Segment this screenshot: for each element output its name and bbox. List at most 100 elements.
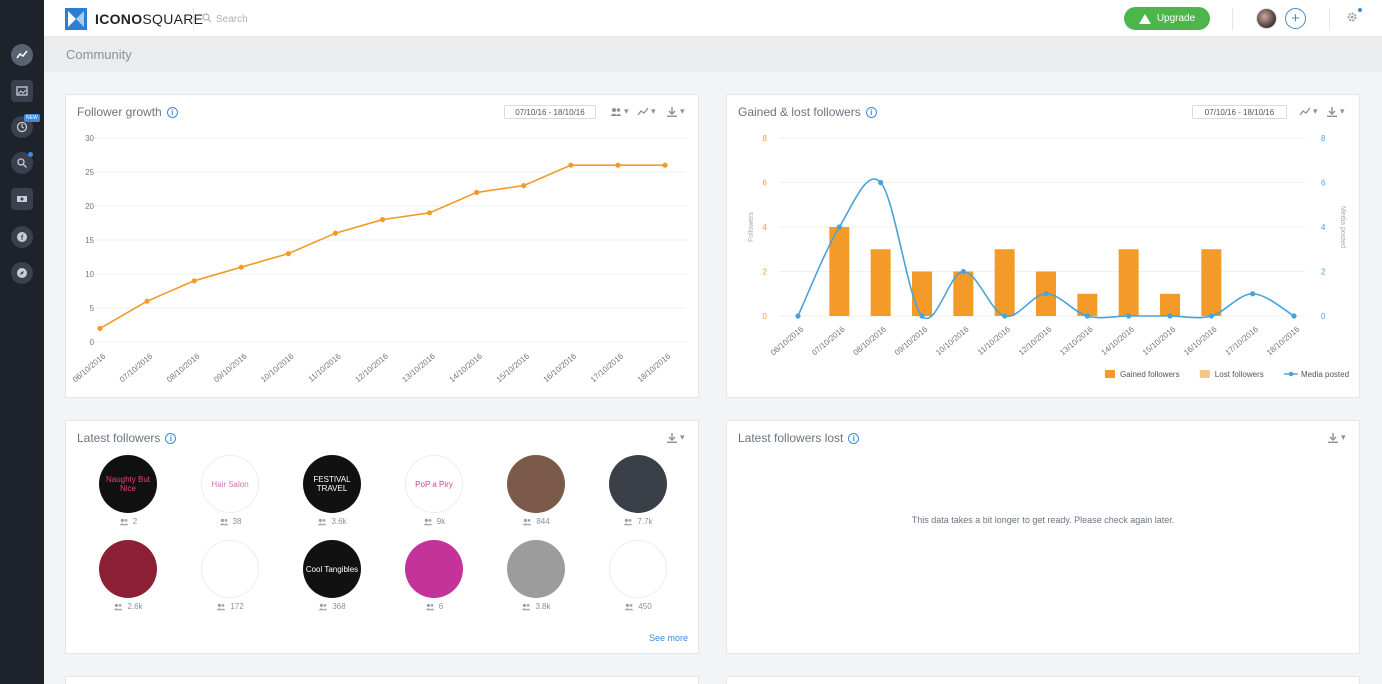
follower-avatar[interactable]: FESTIVAL TRAVEL — [303, 455, 361, 513]
media-posted-line — [797, 178, 1295, 320]
bar — [912, 271, 932, 316]
data-point — [1043, 291, 1049, 297]
follower-count: 844 — [496, 517, 576, 526]
x-tick-label: 08/10/2016 — [851, 324, 888, 357]
follower-item[interactable]: Naughty But Nice 2 — [88, 455, 168, 526]
date-range-picker[interactable]: 07/10/16 - 18/10/16 — [504, 105, 596, 119]
download-dropdown[interactable]: ▾ — [666, 432, 685, 443]
follower-item[interactable]: 2.6k — [88, 540, 168, 611]
x-tick-label: 09/10/2016 — [893, 324, 930, 357]
chart-type-dropdown[interactable]: ▾ — [1299, 106, 1318, 117]
nav-media-icon[interactable] — [11, 80, 33, 102]
gear-icon[interactable] — [1346, 11, 1358, 23]
users-icon — [423, 518, 433, 525]
follower-item[interactable]: Hair Salon 38 — [190, 455, 270, 526]
follower-item[interactable]: 6 — [394, 540, 474, 611]
download-icon — [667, 106, 677, 117]
avatar[interactable] — [1256, 8, 1277, 29]
follower-avatar[interactable] — [507, 455, 565, 513]
follower-item[interactable]: FESTIVAL TRAVEL 3.6k — [292, 455, 372, 526]
y-tick-label: 30 — [85, 134, 94, 143]
nav-explore-icon[interactable] — [11, 262, 33, 284]
upgrade-label: Upgrade — [1156, 13, 1196, 24]
see-more-link[interactable]: See more — [648, 633, 688, 643]
follower-count: 368 — [292, 602, 372, 611]
chart-type-dropdown[interactable]: ▾ — [637, 106, 656, 117]
x-tick-label: 12/10/2016 — [1017, 324, 1054, 357]
data-point — [97, 325, 103, 331]
logo-icon[interactable] — [65, 8, 87, 30]
follower-avatar[interactable]: Hair Salon — [201, 455, 259, 513]
x-tick-label: 07/10/2016 — [810, 324, 847, 357]
follower-item[interactable]: 450 — [598, 540, 678, 611]
card-title: Follower growth i — [77, 105, 178, 119]
follower-avatar[interactable]: Naughty But Nice — [99, 455, 157, 513]
x-tick-label: 06/10/2016 — [769, 324, 806, 357]
follower-count-label: 3.8k — [535, 602, 551, 611]
date-range-picker[interactable]: 07/10/16 - 18/10/16 — [1192, 105, 1287, 119]
follower-item[interactable]: 7.7k — [598, 455, 678, 526]
follower-avatar[interactable] — [507, 540, 565, 598]
bar — [1118, 249, 1139, 316]
follower-item[interactable]: 172 — [190, 540, 270, 611]
compare-dropdown[interactable]: ▾ — [610, 106, 629, 117]
info-icon[interactable]: i — [165, 432, 177, 444]
info-icon[interactable]: i — [865, 106, 877, 118]
bar — [953, 271, 974, 316]
users-icon — [318, 518, 327, 525]
follower-item[interactable]: 844 — [496, 455, 576, 526]
nav-search-icon[interactable] — [11, 152, 33, 174]
latest-lost-card: Latest followers lost i ▾ This data take… — [726, 420, 1360, 654]
follower-item[interactable]: Cool Tangibles 368 — [292, 540, 372, 611]
follower-count-label: 368 — [332, 602, 346, 611]
follower-avatar[interactable]: PoP a Piry — [405, 455, 463, 513]
sidebar-nav: NEW f — [0, 0, 44, 684]
follower-avatar[interactable] — [609, 455, 667, 513]
data-point — [568, 162, 574, 168]
legend-label: Lost followers — [1215, 370, 1264, 379]
data-point — [1291, 313, 1297, 319]
data-point — [836, 224, 842, 230]
follower-growth-title: Follower growth — [77, 105, 162, 119]
y-tick-label: 15 — [85, 236, 94, 245]
y-tick-label: 2 — [763, 268, 768, 277]
data-point — [1250, 291, 1256, 297]
follower-count: 2.6k — [88, 602, 168, 611]
download-dropdown[interactable]: ▾ — [666, 106, 685, 117]
y-tick-label: 6 — [763, 179, 768, 188]
x-tick-label: 11/10/2016 — [976, 324, 1012, 357]
latest-lost-title: Latest followers lost — [738, 431, 844, 445]
data-point — [285, 251, 291, 257]
info-icon[interactable]: i — [166, 106, 178, 118]
x-tick-label: 09/10/2016 — [212, 351, 249, 384]
follower-item[interactable]: 3.8k — [496, 540, 576, 611]
follower-avatar[interactable] — [405, 540, 463, 598]
bar — [994, 249, 1015, 316]
bar — [829, 227, 850, 316]
x-tick-label: 15/10/2016 — [1141, 324, 1178, 357]
users-icon — [610, 107, 622, 116]
nav-ads-icon[interactable] — [11, 188, 33, 210]
users-icon — [119, 518, 129, 525]
follower-avatar[interactable] — [609, 540, 667, 598]
download-dropdown[interactable]: ▾ — [1326, 106, 1345, 117]
info-icon[interactable]: i — [848, 432, 860, 444]
data-point — [332, 230, 339, 236]
legend-swatch — [1288, 371, 1294, 377]
follower-item[interactable]: PoP a Piry 9k — [394, 455, 474, 526]
follower-avatar[interactable] — [201, 540, 259, 598]
download-dropdown[interactable]: ▾ — [1327, 432, 1346, 443]
users-icon — [216, 603, 226, 610]
data-point — [426, 210, 433, 216]
add-account-button[interactable]: + — [1285, 8, 1306, 29]
follower-avatar[interactable]: Cool Tangibles — [303, 540, 361, 598]
nav-facebook-icon[interactable]: f — [11, 226, 33, 248]
upgrade-button[interactable]: Upgrade — [1124, 7, 1210, 30]
y2-tick-label: 0 — [1321, 312, 1326, 321]
search-input[interactable] — [216, 10, 416, 28]
data-point — [1084, 313, 1090, 319]
follower-avatar[interactable] — [99, 540, 157, 598]
data-point — [474, 189, 480, 195]
follower-count: 3.8k — [496, 602, 576, 611]
nav-analytics-icon[interactable] — [11, 44, 33, 66]
